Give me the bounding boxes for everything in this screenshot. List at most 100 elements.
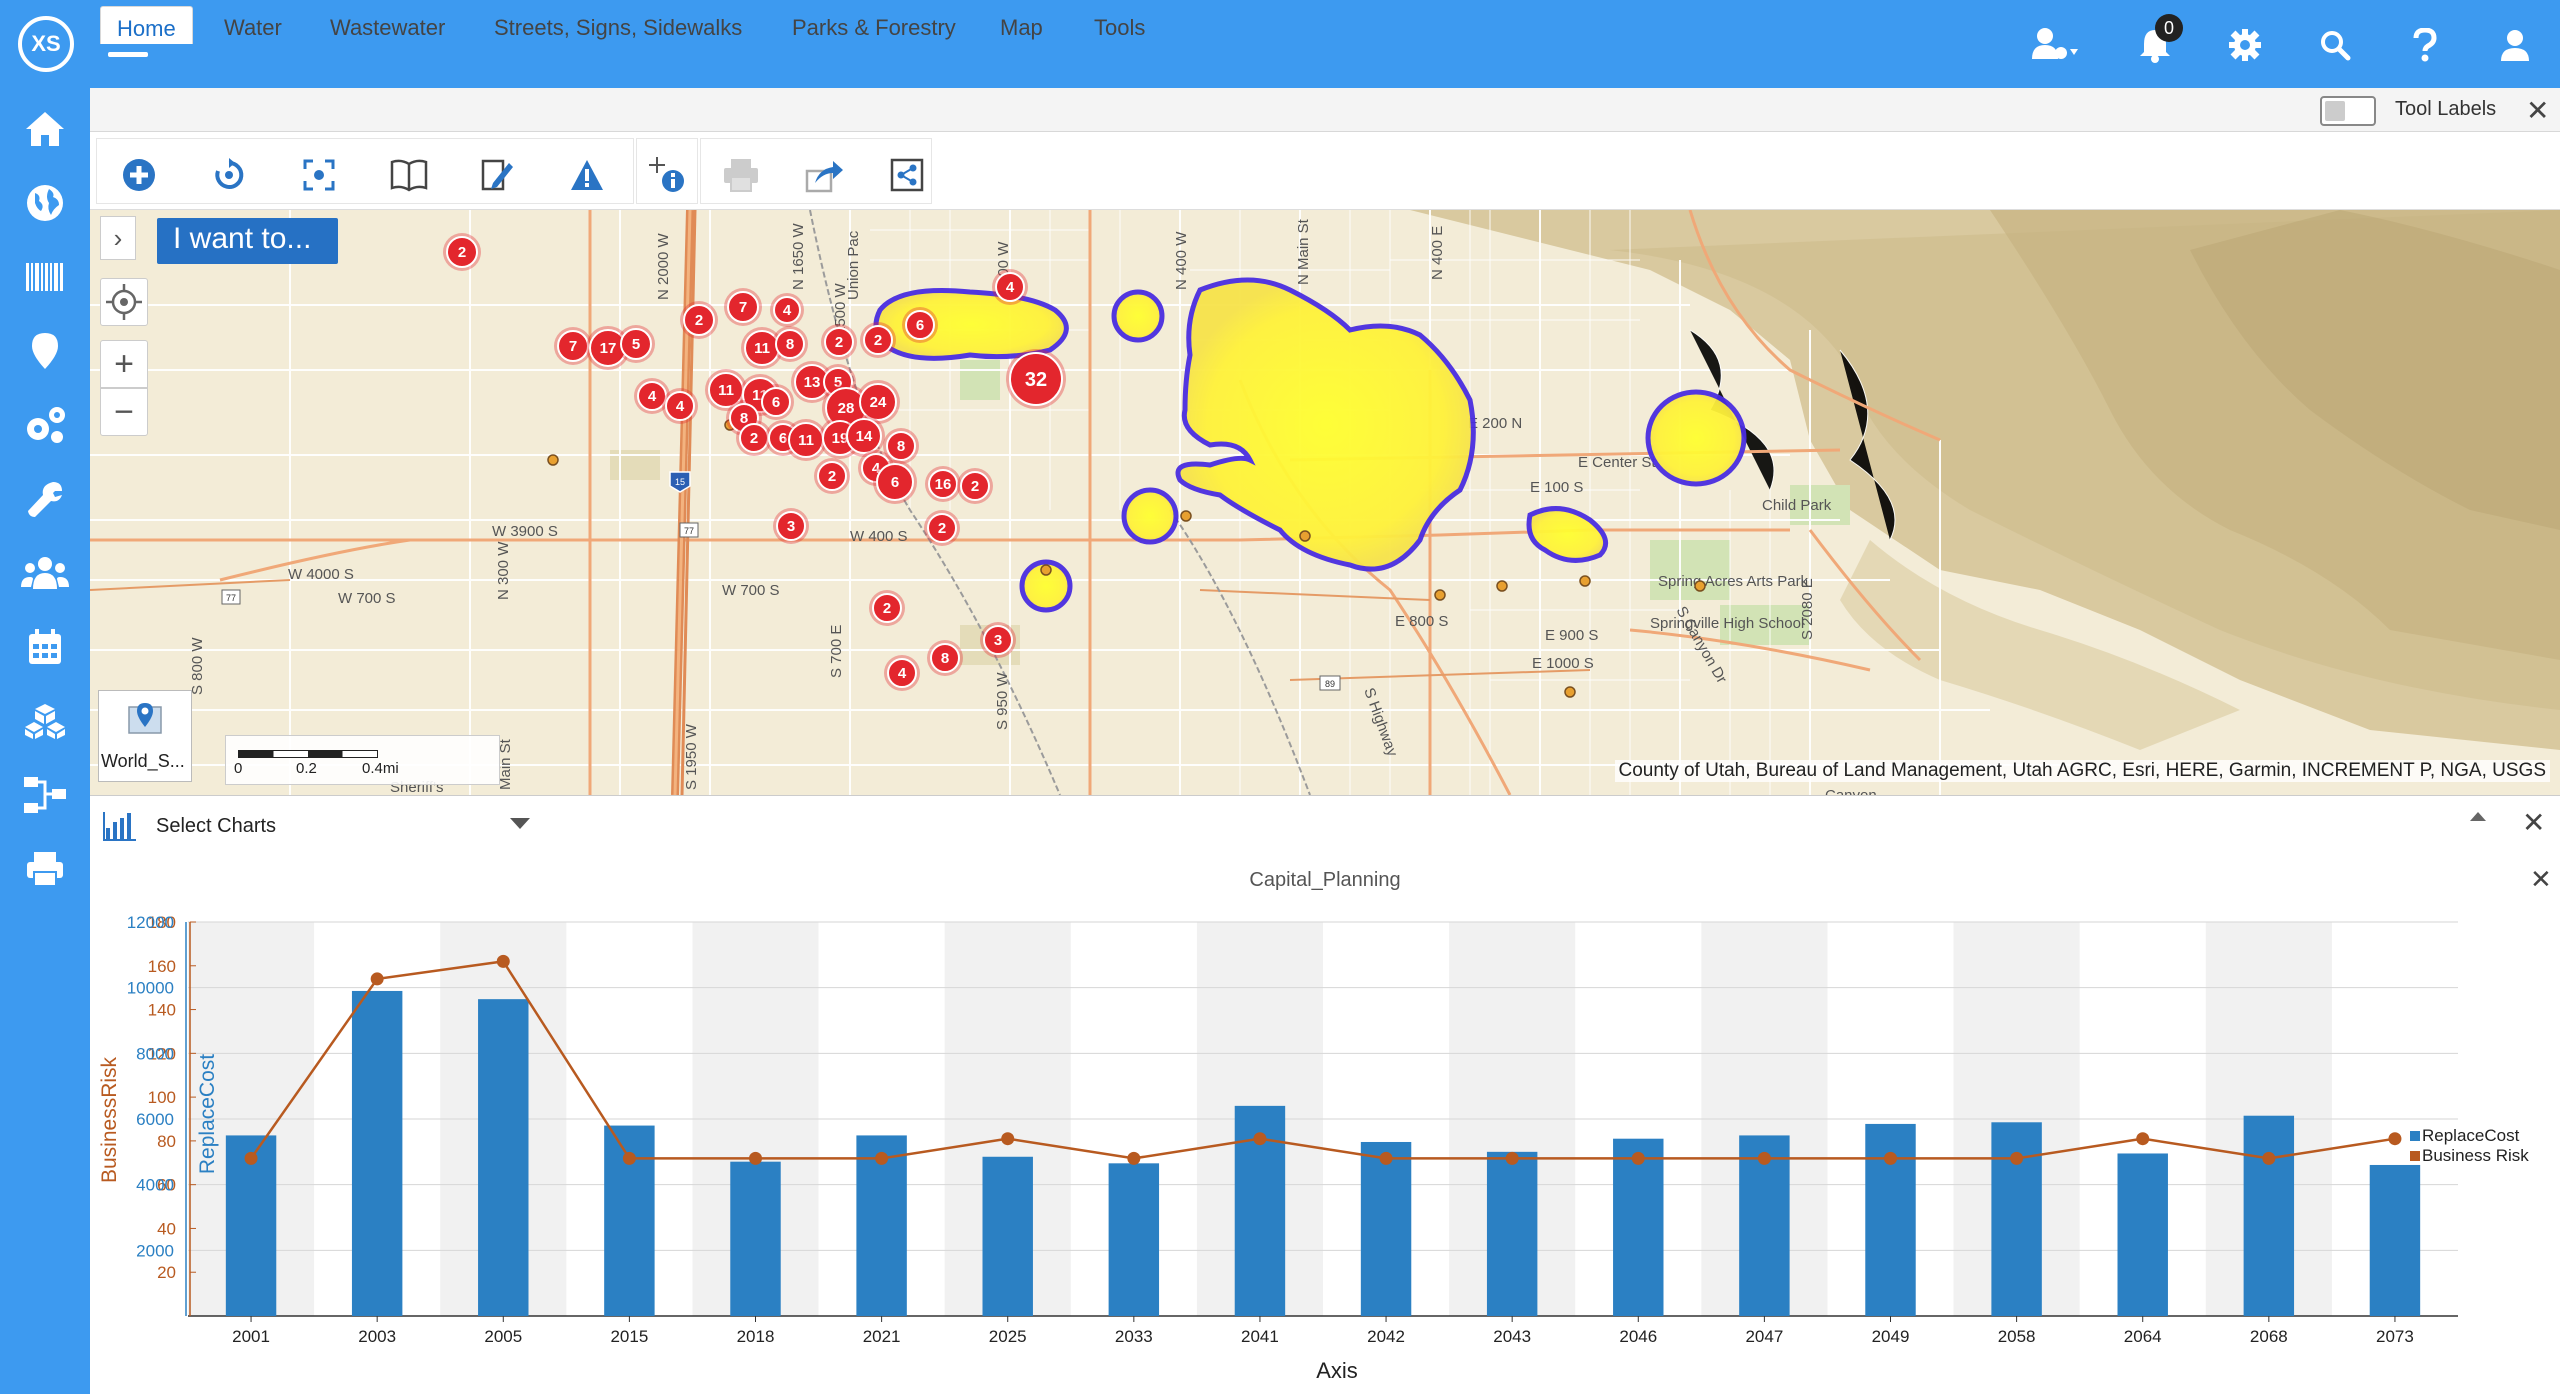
route-shield-77a: 77 [679,522,699,538]
print-map-icon[interactable] [721,155,761,195]
user-switch-icon[interactable] [2030,20,2080,70]
tab-parks-forestry[interactable]: Parks & Forestry [792,15,956,40]
street-label: S 2080 E [1799,578,1816,640]
chart-panel-close-button[interactable]: ✕ [2522,807,2546,838]
tab-streets-signs-sidewalks[interactable]: Streets, Signs, Sidewalks [494,15,743,40]
cluster-marker: 32 [1006,349,1066,409]
basemap-switcher[interactable]: World_S... [98,690,192,782]
street-label: N 300 W [495,541,512,600]
cluster-marker: 16 [925,466,961,502]
svg-text:2: 2 [750,430,758,447]
y-axis-title-risk: BusinessRisk [98,1056,121,1183]
y-tick-risk: 180 [148,913,176,932]
x-tick-label: 2021 [863,1327,901,1346]
cluster-marker: 4 [662,388,698,424]
gear-icon[interactable] [2220,20,2270,70]
street-label: S 1950 W [683,723,700,790]
basemap-pin-icon [128,703,162,734]
select-charts-label: Select Charts [156,814,277,837]
y-axis-title-cost: ReplaceCost [196,1054,219,1174]
tab-water[interactable]: Water [224,15,282,40]
bar-replace-cost [1360,1141,1412,1316]
collapse-panel-icon[interactable] [2470,812,2486,821]
y-tick-risk: 140 [148,1001,176,1020]
side-panel-toggle[interactable]: › [100,216,136,260]
workflow-icon[interactable] [20,770,70,820]
svg-text:2: 2 [874,332,882,349]
y-tick-risk: 60 [157,1176,176,1195]
i-want-to-button[interactable]: I want to... [157,218,338,264]
capital-planning-chart: Capital_Planning180160140120100806040201… [98,869,2529,1383]
tab-wastewater[interactable]: Wastewater [330,15,446,40]
svg-text:2: 2 [883,600,891,617]
edit-document-icon[interactable] [477,155,517,195]
barcode-icon[interactable] [20,252,70,302]
bar-replace-cost [478,999,529,1316]
zoom-in-button[interactable]: + [100,340,148,388]
chevron-down-icon[interactable] [510,818,530,829]
zoom-out-button[interactable]: − [100,388,148,436]
users-icon[interactable] [20,548,70,598]
cluster-marker: 6 [902,307,938,343]
export-share-arrow-icon[interactable] [805,155,845,195]
warning-icon[interactable] [567,155,607,195]
select-charts-dropdown[interactable]: Select Charts [102,808,542,844]
ribbon-toolbar [90,132,2560,210]
tool-labels-toggle[interactable] [2320,96,2376,126]
legend-label: Business Risk [2422,1146,2529,1165]
calendar-icon[interactable] [20,622,70,672]
x-tick-label: 2058 [1998,1327,2036,1346]
ribbon-close-button[interactable]: ✕ [2526,95,2550,126]
map-pin-icon[interactable] [20,326,70,376]
x-axis-title: Axis [1316,1358,1358,1383]
y-tick-cost: 10000 [127,979,174,998]
print-icon[interactable] [20,844,70,894]
gears-icon[interactable] [20,400,70,450]
identify-info-icon[interactable] [647,155,687,195]
notification-count-badge: 0 [2155,14,2183,42]
route-shield-89: 89 [1319,675,1341,691]
cluster-marker: 8 [927,640,963,676]
point-business-risk [1884,1151,1897,1165]
bar-replace-cost [1739,1135,1790,1316]
home-icon[interactable] [20,104,70,154]
app-logo[interactable]: XS [18,16,74,72]
scale-label-mid: 0.2 [296,760,317,777]
refresh-icon[interactable] [209,155,249,195]
globe-icon[interactable] [20,178,70,228]
svg-text:77: 77 [684,526,694,536]
search-icon[interactable] [2310,20,2360,70]
point-business-risk [2388,1132,2402,1146]
crosshair-icon [106,284,142,320]
x-tick-label: 2015 [610,1327,648,1346]
street-label: S 800 W [189,637,206,695]
svg-text:24: 24 [870,394,887,411]
help-icon[interactable] [2400,20,2450,70]
tab-map[interactable]: Map [1000,15,1043,40]
locate-me-button[interactable] [100,278,148,326]
full-extent-icon[interactable] [299,155,339,195]
x-tick-label: 2047 [1745,1327,1783,1346]
cluster-marker: 2 [860,322,896,358]
cluster-marker: 6 [873,460,917,504]
cluster-marker: 8 [883,428,919,464]
cluster-marker: 2 [869,590,905,626]
tab-home[interactable]: Home [100,6,193,44]
boxes-icon[interactable] [20,696,70,746]
chart-close-button[interactable]: ✕ [2530,864,2552,894]
bookmarks-book-icon[interactable] [389,155,429,195]
scale-label-end: 0.4mi [362,760,399,777]
user-icon[interactable] [2490,20,2540,70]
basemap-label: World_S... [101,751,185,771]
tab-tools[interactable]: Tools [1094,15,1146,40]
share-icon[interactable] [887,155,927,195]
route-shield-77b: 77 [221,589,241,605]
street-label: N 1650 W [790,222,807,290]
y-tick-risk: 120 [148,1044,176,1063]
wrench-icon[interactable] [20,474,70,524]
bar-replace-cost [1486,1151,1538,1316]
cluster-marker: 2 [680,301,718,339]
add-plus-icon[interactable] [119,155,159,195]
point-business-risk [244,1151,258,1165]
